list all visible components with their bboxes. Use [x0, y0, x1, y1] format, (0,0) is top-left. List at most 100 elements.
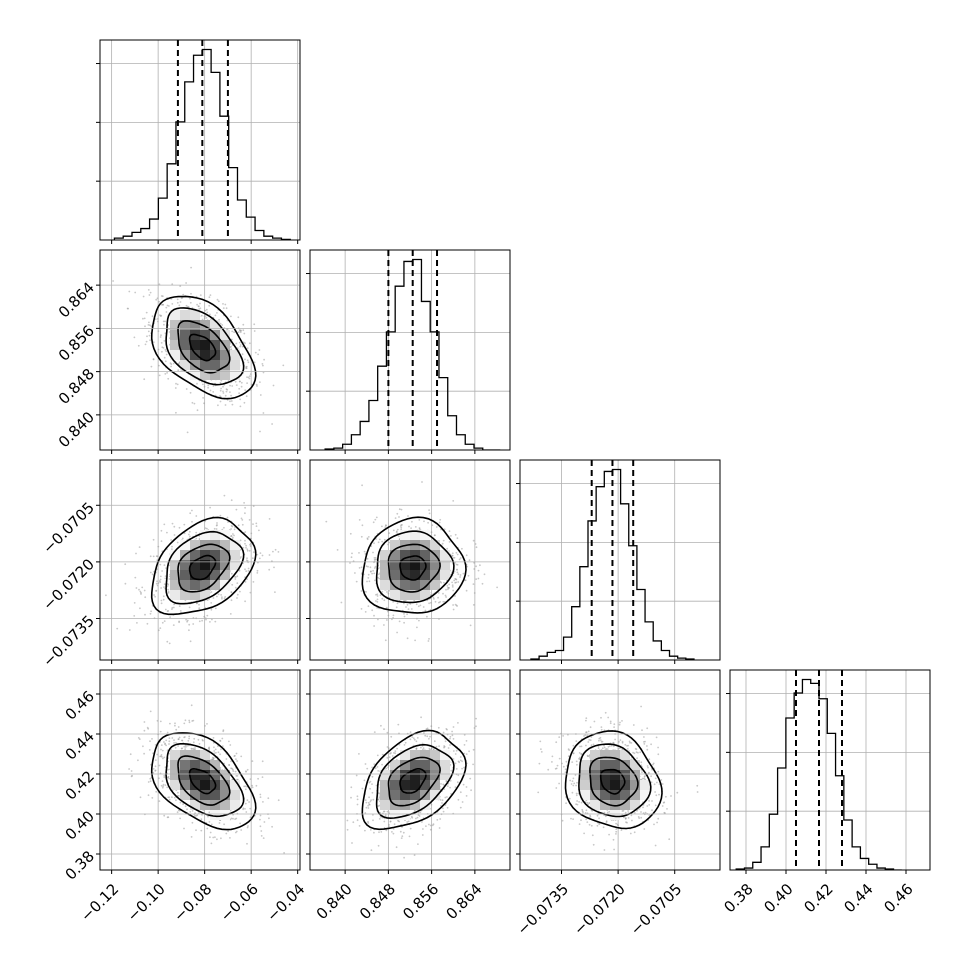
- sample-point: [134, 576, 137, 579]
- density-cell: [170, 560, 180, 570]
- sample-point: [463, 734, 466, 736]
- density-cell: [200, 780, 210, 790]
- sample-point: [137, 737, 140, 739]
- sample-point: [185, 304, 188, 307]
- sample-point: [395, 531, 398, 534]
- sample-point: [237, 331, 240, 333]
- sample-point: [447, 586, 449, 589]
- sample-point: [457, 581, 460, 583]
- sample-point: [259, 793, 262, 796]
- sample-point: [149, 324, 151, 327]
- sample-point: [386, 591, 388, 593]
- sample-point: [171, 548, 173, 550]
- sample-point: [191, 821, 194, 824]
- sample-point: [195, 537, 198, 540]
- density-cell: [200, 370, 210, 380]
- sample-point: [477, 569, 480, 572]
- sample-point: [457, 798, 460, 801]
- sample-point: [198, 620, 201, 623]
- sample-point: [154, 318, 157, 321]
- panel-frame: [99, 459, 301, 661]
- sample-point: [452, 758, 455, 760]
- sample-point: [378, 577, 381, 580]
- x-tick-label: −0.08: [170, 880, 215, 925]
- density-cell: [390, 560, 400, 570]
- sample-point: [456, 569, 458, 571]
- sample-point: [144, 613, 146, 616]
- sample-point: [385, 829, 388, 832]
- sample-point: [229, 400, 231, 403]
- sample-point: [243, 332, 246, 335]
- x-tick-label: 0.840: [313, 880, 356, 923]
- sample-point: [222, 729, 225, 732]
- sample-point: [192, 741, 195, 744]
- sample-point: [454, 603, 457, 606]
- sample-point: [367, 577, 370, 579]
- sample-point: [430, 531, 433, 534]
- contour-level-1.5: [375, 743, 455, 820]
- sample-point: [209, 389, 212, 392]
- sample-point: [189, 640, 192, 643]
- sample-point: [361, 484, 363, 487]
- sample-point: [136, 622, 138, 624]
- sample-point: [232, 536, 234, 539]
- sample-point: [383, 820, 386, 823]
- sample-point: [174, 387, 177, 389]
- sample-point: [161, 350, 163, 353]
- sample-point: [573, 782, 576, 785]
- sample-point: [252, 523, 254, 525]
- sample-point: [367, 573, 370, 576]
- sample-point: [371, 791, 374, 794]
- sample-point: [240, 381, 243, 384]
- sample-point: [247, 570, 250, 572]
- sample-point: [441, 802, 443, 804]
- sample-point: [376, 766, 379, 768]
- density-cell: [400, 580, 410, 590]
- sample-point: [245, 367, 248, 370]
- density-cell: [210, 810, 220, 820]
- sample-point: [389, 820, 392, 823]
- density-cell: [200, 760, 210, 770]
- sample-point: [346, 828, 349, 831]
- sample-point: [141, 586, 144, 589]
- sample-point: [156, 580, 158, 583]
- sample-point: [249, 778, 252, 780]
- sample-point: [208, 304, 211, 307]
- sample-point: [172, 362, 175, 365]
- sample-point: [187, 306, 190, 308]
- sample-point: [384, 639, 387, 642]
- sample-point: [398, 508, 401, 511]
- sample-point: [175, 382, 177, 385]
- sample-point: [262, 371, 265, 374]
- sample-point: [206, 723, 208, 725]
- density-cell: [180, 790, 190, 800]
- sample-point: [235, 342, 238, 345]
- density-cell: [430, 580, 440, 590]
- sample-point: [198, 603, 200, 606]
- sample-point: [368, 803, 371, 806]
- sample-point: [186, 808, 188, 811]
- sample-point: [177, 726, 180, 728]
- y-tick-label: 0.46: [62, 687, 98, 723]
- sample-point: [454, 562, 456, 564]
- sample-point: [230, 348, 233, 351]
- density-cell: [440, 570, 450, 580]
- sample-point: [190, 266, 193, 269]
- sample-point: [164, 784, 167, 786]
- density-cell: [420, 770, 430, 780]
- density-cell: [190, 340, 200, 350]
- sample-point: [165, 739, 168, 742]
- density-cell: [200, 750, 210, 760]
- panel-1-1: [306, 249, 511, 454]
- density-cell: [170, 780, 180, 790]
- sample-point: [173, 534, 176, 536]
- panel-2-2: [516, 459, 721, 664]
- density-cell: [170, 310, 180, 320]
- sample-point: [260, 835, 263, 837]
- sample-point: [232, 817, 234, 820]
- sample-point: [462, 572, 465, 575]
- sample-point: [272, 550, 274, 553]
- sample-point: [150, 365, 153, 368]
- sample-point: [383, 728, 385, 731]
- sample-point: [376, 598, 379, 601]
